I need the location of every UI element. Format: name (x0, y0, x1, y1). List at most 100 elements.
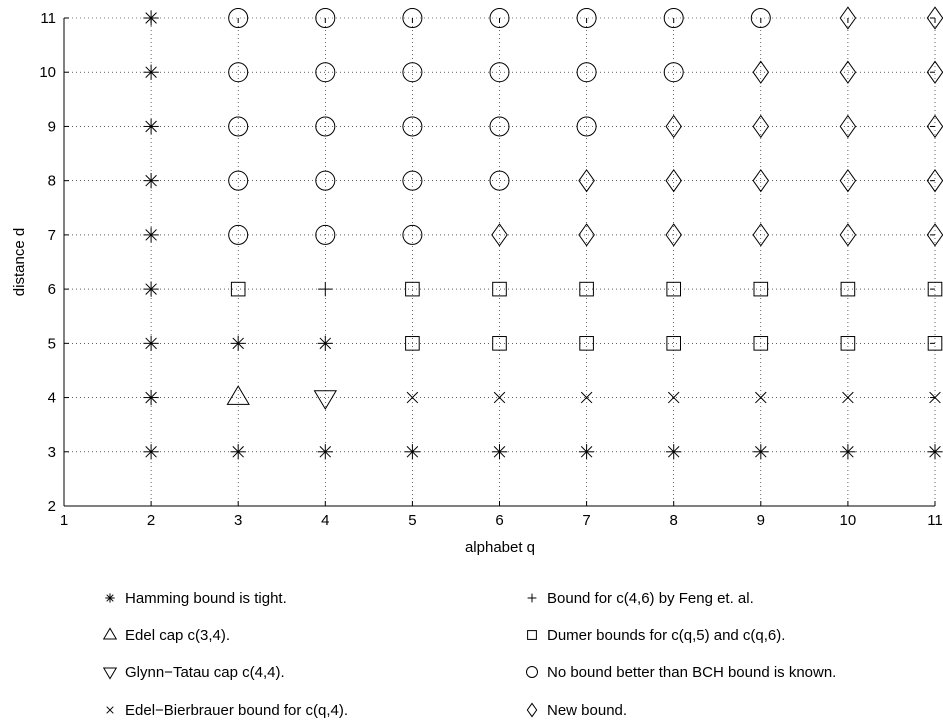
legend-item: Dumer bounds for c(q,5) and c(q,6). (527, 627, 785, 644)
data-point-circle (315, 170, 336, 191)
data-point-circle (576, 116, 597, 137)
data-point-circle (489, 116, 510, 137)
series-2 (313, 390, 338, 410)
data-point-asterisk (143, 173, 159, 189)
y-tick-label: 10 (39, 64, 56, 81)
x-tick-label: 6 (495, 512, 503, 529)
data-point-circle (402, 8, 423, 28)
data-point-square (405, 336, 420, 351)
series-3 (406, 391, 941, 404)
legend-label: Edel−Bierbrauer bound for c(q,4). (125, 702, 348, 719)
data-point-diamond (752, 223, 770, 247)
data-point-asterisk (143, 281, 159, 297)
legend-item: Hamming bound is tight. (105, 590, 287, 607)
data-point-diamond (926, 6, 943, 30)
data-point-circle (228, 170, 249, 191)
data-point-square (840, 336, 856, 351)
x-tick-label: 4 (321, 512, 329, 529)
data-point-asterisk (317, 444, 333, 460)
data-point-diamond (665, 169, 682, 193)
data-point-circle (663, 62, 684, 83)
data-point-asterisk (404, 444, 421, 460)
data-point-asterisk (143, 64, 159, 80)
legend-item: Edel−Bierbrauer bound for c(q,4). (106, 702, 348, 719)
y-tick-label: 2 (48, 498, 56, 515)
x-tick-label: 1 (60, 512, 68, 529)
data-point-asterisk (143, 335, 159, 351)
series-5 (230, 281, 943, 351)
legend-item: Bound for c(4,6) by Feng et. al. (527, 590, 754, 607)
y-tick-label: 11 (40, 10, 56, 27)
data-point-square (927, 336, 943, 351)
data-point-diamond (926, 169, 943, 193)
data-point-circle (750, 8, 771, 28)
data-point-circle (228, 8, 249, 28)
y-tick-label: 9 (48, 118, 56, 135)
legend-label: Dumer bounds for c(q,5) and c(q,6). (547, 627, 785, 644)
data-point-diamond (752, 169, 770, 193)
data-point-circle (315, 62, 336, 83)
data-point-asterisk (143, 10, 159, 26)
data-point-diamond (752, 114, 770, 139)
data-point-asterisk (230, 444, 246, 460)
data-point-circle (489, 62, 510, 83)
data-point-diamond (491, 223, 508, 247)
data-point-asterisk (317, 335, 333, 351)
data-point-asterisk (230, 335, 246, 351)
data-point-circle (576, 62, 597, 83)
data-point-square (840, 281, 856, 297)
data-point-square (405, 281, 420, 297)
data-point-x (406, 391, 419, 404)
data-point-asterisk (143, 118, 159, 135)
legend-label: New bound. (547, 702, 627, 719)
y-tick-label: 5 (48, 335, 56, 352)
data-point-diamond (578, 169, 595, 193)
data-point-x (580, 391, 593, 404)
y-tick-label: 3 (48, 444, 56, 461)
legend-label: Glynn−Tatau cap c(4,4). (125, 664, 285, 681)
x-tick-label: 11 (927, 512, 943, 529)
data-point-plus (318, 281, 333, 297)
legend-marker-x (106, 706, 114, 714)
series-1 (226, 385, 250, 405)
data-point-circle (228, 224, 249, 245)
data-point-diamond (926, 114, 943, 139)
x-tick-label: 8 (670, 512, 678, 529)
data-point-diamond (665, 223, 682, 247)
data-point-circle (402, 62, 423, 83)
x-tick-label: 10 (840, 512, 857, 529)
y-tick-label: 8 (48, 173, 56, 190)
legend-marker-circle (526, 666, 538, 678)
data-point-diamond (926, 60, 943, 84)
series-6 (228, 8, 771, 245)
data-point-square (579, 336, 594, 351)
data-point-circle (402, 224, 423, 245)
x-axis-label: alphabet q (465, 539, 535, 556)
data-point-triangle-down (313, 390, 338, 410)
data-point-square (666, 281, 682, 297)
data-point-asterisk (143, 444, 159, 460)
legend-item: Edel cap c(3,4). (102, 627, 230, 644)
data-point-diamond (839, 60, 857, 84)
y-axis-label: distance d (11, 228, 28, 296)
data-point-circle (402, 170, 423, 191)
x-tick-label: 7 (582, 512, 590, 529)
data-point-circle (315, 224, 336, 245)
data-point-square (230, 281, 246, 297)
data-point-diamond (926, 223, 943, 247)
data-point-x (755, 391, 767, 404)
data-point-x (929, 391, 941, 404)
data-point-asterisk (578, 444, 595, 460)
data-point-diamond (839, 169, 857, 193)
data-point-x (842, 391, 854, 404)
legend-item: New bound. (526, 702, 627, 719)
x-tick-label: 2 (147, 512, 155, 529)
y-tick-label: 7 (48, 227, 56, 244)
data-point-circle (576, 8, 597, 28)
data-point-diamond (839, 223, 857, 247)
data-point-asterisk (491, 444, 508, 460)
series-7 (491, 6, 943, 247)
data-point-square (753, 336, 769, 351)
data-point-circle (228, 116, 249, 137)
